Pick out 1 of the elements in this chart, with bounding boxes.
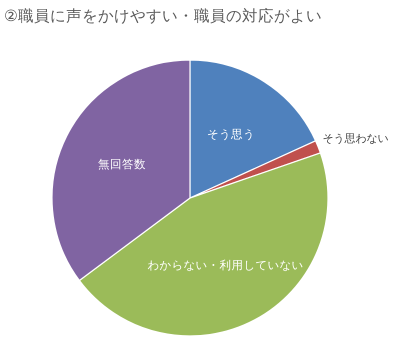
title: ②職員に声をかけやすい・職員の対応がよい	[4, 7, 322, 25]
